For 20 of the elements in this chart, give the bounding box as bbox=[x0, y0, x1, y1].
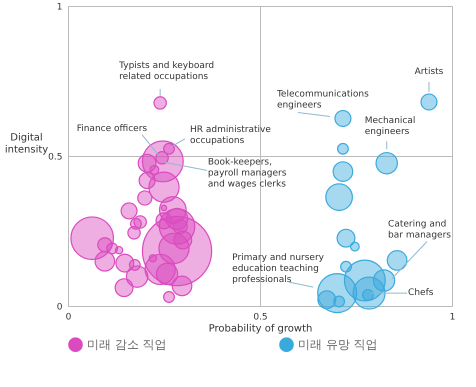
legend-label: 미래 유망 직업 bbox=[298, 338, 378, 352]
annotation: Primary and nursery education teaching professionals bbox=[232, 253, 325, 286]
y-tick-label: 1 bbox=[56, 2, 62, 12]
annotation: Telecommunications engineers bbox=[276, 90, 370, 110]
annotation: Finance officers bbox=[76, 124, 148, 134]
annotation: Mechanical engineers bbox=[364, 116, 416, 138]
x-axis-title: Probability of growth bbox=[208, 324, 312, 334]
y-axis-title: Digital intensity bbox=[4, 132, 48, 156]
annotation: Catering and bar managers bbox=[388, 220, 452, 240]
annotation: Book-keepers, payroll managers and wages clerks bbox=[208, 157, 287, 190]
legend-label: 미래 감소 직업 bbox=[87, 338, 167, 352]
x-tick-label: 0 bbox=[66, 312, 72, 322]
y-tick-label: 0.5 bbox=[48, 152, 62, 162]
annotation: HR administrative occupations bbox=[190, 124, 272, 146]
y-tick-label: 0 bbox=[56, 302, 63, 312]
annotation: Artists bbox=[414, 67, 444, 77]
x-tick-label: 0.5 bbox=[253, 312, 268, 322]
annotation: Typists and keyboard related occupations bbox=[118, 60, 214, 82]
annotation: Chefs bbox=[408, 288, 434, 298]
x-tick-label: 1 bbox=[450, 312, 456, 322]
